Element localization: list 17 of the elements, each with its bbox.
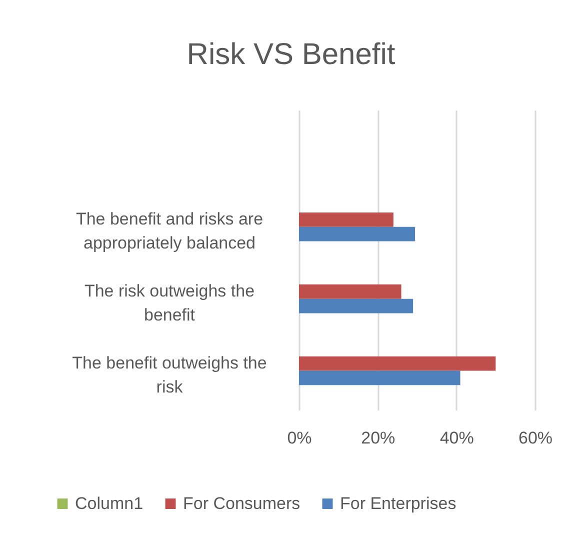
- legend-label: For Enterprises: [340, 494, 456, 513]
- bar: [299, 284, 402, 299]
- x-tick-label: 20%: [361, 428, 396, 448]
- bar: [299, 226, 416, 242]
- bar: [299, 356, 496, 371]
- x-tick-label: 60%: [518, 428, 553, 448]
- x-tick-label: 0%: [287, 428, 312, 448]
- legend-label: Column1: [75, 494, 144, 513]
- x-tick-label: 40%: [440, 428, 474, 448]
- legend-label: For Consumers: [183, 494, 300, 513]
- chart-title: Risk VS Benefit: [186, 38, 396, 71]
- bar: [299, 212, 394, 227]
- y-tick-label: The benefit and risks are appropriately balanced: [76, 210, 264, 253]
- bar: [299, 370, 460, 386]
- bar: [299, 298, 414, 314]
- y-tick-label: The benefit outweighs the risk: [72, 354, 267, 397]
- y-tick-label: The risk outweighs the benefit: [84, 282, 255, 325]
